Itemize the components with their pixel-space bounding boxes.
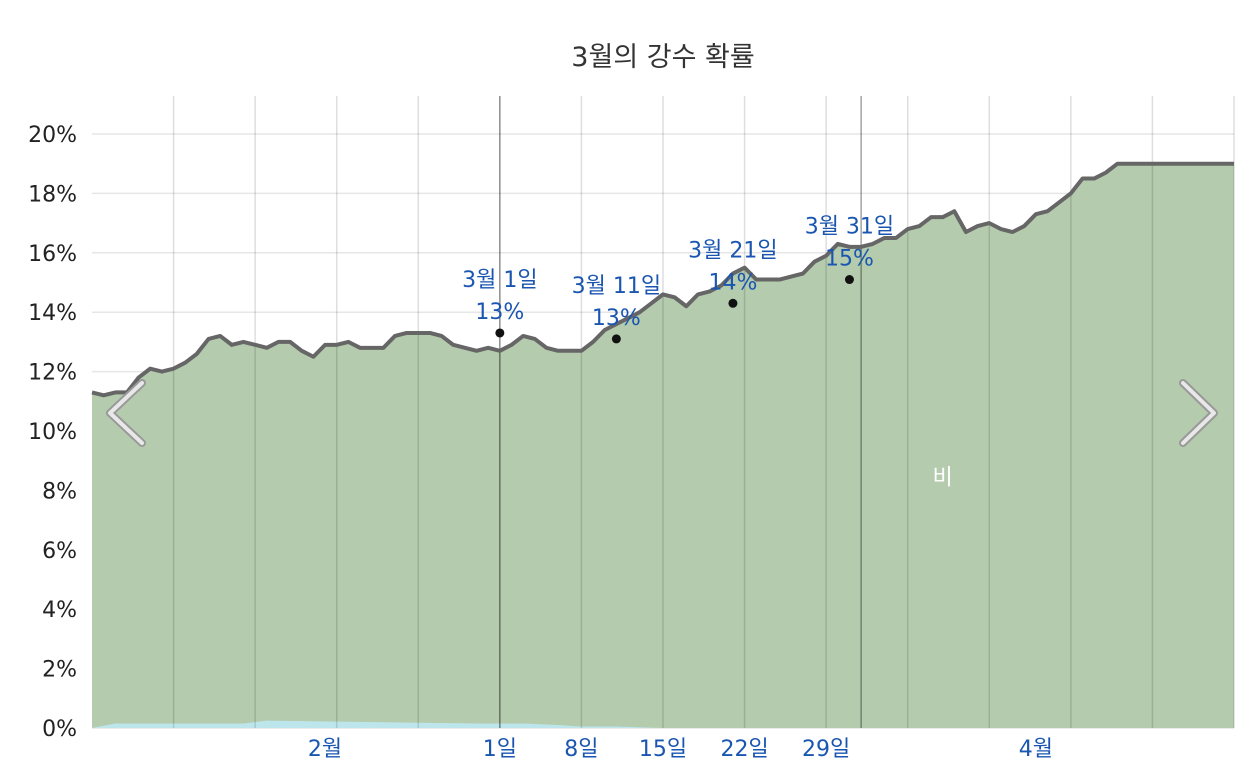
x-tick-label: 1일 (483, 737, 517, 762)
y-tick-label: 16% (28, 242, 77, 267)
next-button[interactable] (1179, 379, 1218, 447)
chevron-right-icon-inner (1181, 381, 1216, 445)
chevron-left-icon-inner (108, 381, 144, 445)
rain-area (92, 163, 1234, 728)
y-tick-label: 0% (42, 717, 77, 742)
y-tick-label: 20% (28, 123, 77, 148)
vertical-gridlines (172, 96, 1235, 728)
annotation-point (495, 328, 505, 338)
series-areas (92, 163, 1234, 728)
annotation-point (844, 275, 854, 285)
annotation-value: 13% (475, 300, 524, 325)
x-tick-label: 29일 (802, 737, 850, 762)
annotation-date: 3월 31일 (805, 215, 894, 240)
y-tick-label: 2% (42, 658, 77, 683)
x-axis-ticks: 2월 1일 8일 15일 22일 29일 4월 (308, 737, 1053, 762)
secondary-area (92, 720, 1234, 728)
y-tick-label: 6% (42, 539, 77, 564)
prev-button[interactable] (106, 379, 146, 447)
y-tick-label: 4% (42, 598, 77, 623)
x-tick-label: 2월 (308, 737, 342, 762)
x-tick-label: 8일 (564, 737, 598, 762)
area-series-label: 비 (933, 465, 953, 490)
rain-line (91, 161, 1234, 398)
y-tick-label: 14% (28, 301, 77, 326)
y-tick-label: 10% (28, 420, 77, 445)
annotation-value: 13% (592, 306, 641, 331)
annotation-point (728, 298, 738, 308)
annotation-point (611, 334, 621, 344)
annotation-value: 15% (825, 247, 874, 272)
y-tick-label: 12% (28, 361, 77, 386)
annotations: 3월 1일 13% 3월 11일 13% 3월 21일 14% 3월 31일 15% (462, 215, 894, 344)
annotation-date: 3월 1일 (462, 268, 537, 293)
y-tick-label: 8% (42, 479, 77, 504)
x-tick-label: 4월 (1019, 737, 1053, 762)
chart-title: 3월의 강수 확률 (571, 42, 754, 73)
y-tick-label: 18% (28, 182, 77, 207)
annotation-value: 14% (708, 270, 757, 295)
annotation-date: 3월 11일 (572, 274, 661, 299)
x-tick-label: 22일 (720, 737, 768, 762)
annotation-date: 3월 21일 (688, 238, 777, 263)
x-tick-label: 15일 (639, 737, 687, 762)
y-axis-ticks: 0% 2% 4% 6% 8% 10% 12% 14% 16% 18% 20% (28, 123, 77, 742)
series-lines (91, 161, 1234, 398)
